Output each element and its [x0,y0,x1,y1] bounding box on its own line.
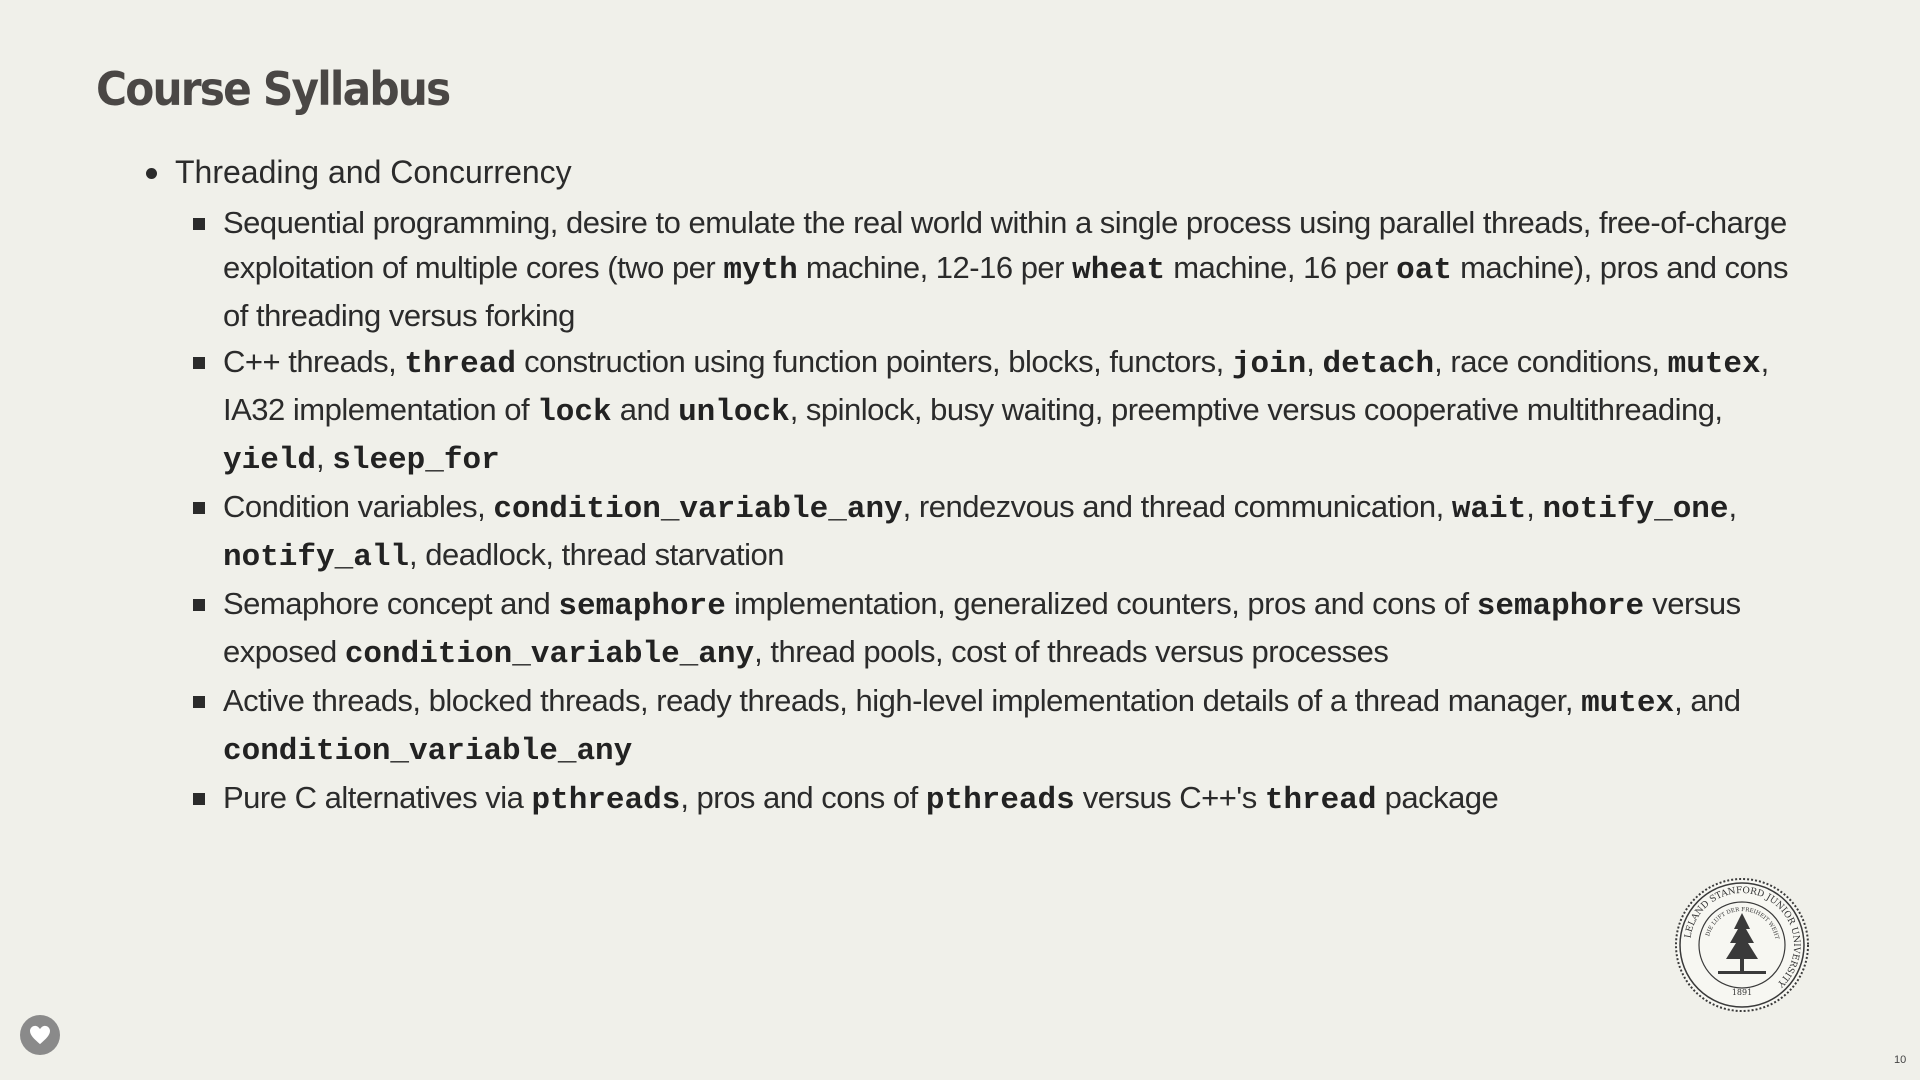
code-term: thread [1264,783,1377,818]
code-term: oat [1396,253,1452,288]
code-term: notify_one [1542,492,1729,527]
syllabus-item: Active threads, blocked threads, ready t… [193,678,1800,774]
code-term: pthreads [531,783,681,818]
item-text: , [1526,489,1543,524]
item-text: C++ threads, [223,344,405,379]
syllabus-item: Semaphore concept and semaphore implemen… [193,581,1800,677]
code-term: detach [1322,347,1435,382]
code-term: yield [223,443,317,478]
code-term: notify_all [223,540,410,575]
code-term: mutex [1667,347,1761,382]
item-text: Active threads, blocked threads, ready t… [223,683,1582,718]
item-text: implementation, generalized counters, pr… [725,586,1477,621]
code-term: condition_variable_any [223,734,633,769]
code-term: mutex [1581,686,1675,721]
code-term: thread [404,347,516,382]
item-text: machine, 16 per [1165,250,1397,285]
item-text: Sequential programming, desire to emulat… [223,205,1787,285]
syllabus-item: C++ threads, thread construction using f… [193,339,1800,483]
item-text: , [316,440,333,475]
syllabus-content: Threading and Concurrency Sequential pro… [140,150,1800,824]
item-text: Semaphore concept and [223,586,559,621]
code-term: myth [723,253,798,288]
item-text: , spinlock, busy waiting, preemptive ver… [789,392,1723,427]
item-text: , [1306,344,1323,379]
item-text: , race conditions, [1434,344,1668,379]
code-term: condition_variable_any [493,492,903,527]
item-text: , [1728,489,1738,524]
code-term: sleep_for [332,443,500,478]
code-term: semaphore [558,589,726,624]
slide-title: Course Syllabus [96,62,451,116]
syllabus-item: Sequential programming, desire to emulat… [193,200,1800,338]
item-text: and [611,392,679,427]
like-button[interactable] [20,1015,60,1055]
seal-year: 1891 [1732,988,1752,997]
item-text: construction using function pointers, bl… [515,344,1232,379]
code-term: wheat [1072,253,1166,288]
item-text: , IA32 implementation of [223,344,1769,427]
item-text: Condition variables, [223,489,494,524]
item-text: Pure C alternatives via [223,780,532,815]
page-number: 10 [1894,1054,1907,1066]
code-term: join [1231,347,1307,382]
item-text: , thread pools, cost of threads versus p… [754,634,1389,669]
syllabus-item: Condition variables, condition_variable_… [193,484,1800,580]
code-term: condition_variable_any [344,637,755,672]
item-text: , deadlock, thread starvation [409,537,784,572]
item-text: , rendezvous and thread communication, [902,489,1452,524]
topic-heading: Threading and Concurrency [140,150,1800,194]
item-text: machine), pros and cons of threading ver… [223,250,1789,333]
item-text: machine, 12-16 per [797,250,1073,285]
code-term: unlock [678,395,790,430]
item-text: package [1376,780,1499,815]
item-text: versus exposed [223,586,1741,669]
stanford-seal-logo: LELAND STANFORD JUNIOR UNIVERSITY DIE LU… [1675,878,1809,1012]
code-term: semaphore [1476,589,1645,624]
syllabus-item-list: Sequential programming, desire to emulat… [193,200,1800,823]
heart-icon [30,1025,50,1045]
item-text: versus C++'s [1074,780,1265,815]
code-term: pthreads [925,783,1075,818]
code-term: wait [1451,492,1527,527]
item-text: , and [1674,683,1741,718]
code-term: lock [537,395,612,430]
syllabus-item: Pure C alternatives via pthreads, pros a… [193,775,1800,823]
item-text: , pros and cons of [680,780,926,815]
